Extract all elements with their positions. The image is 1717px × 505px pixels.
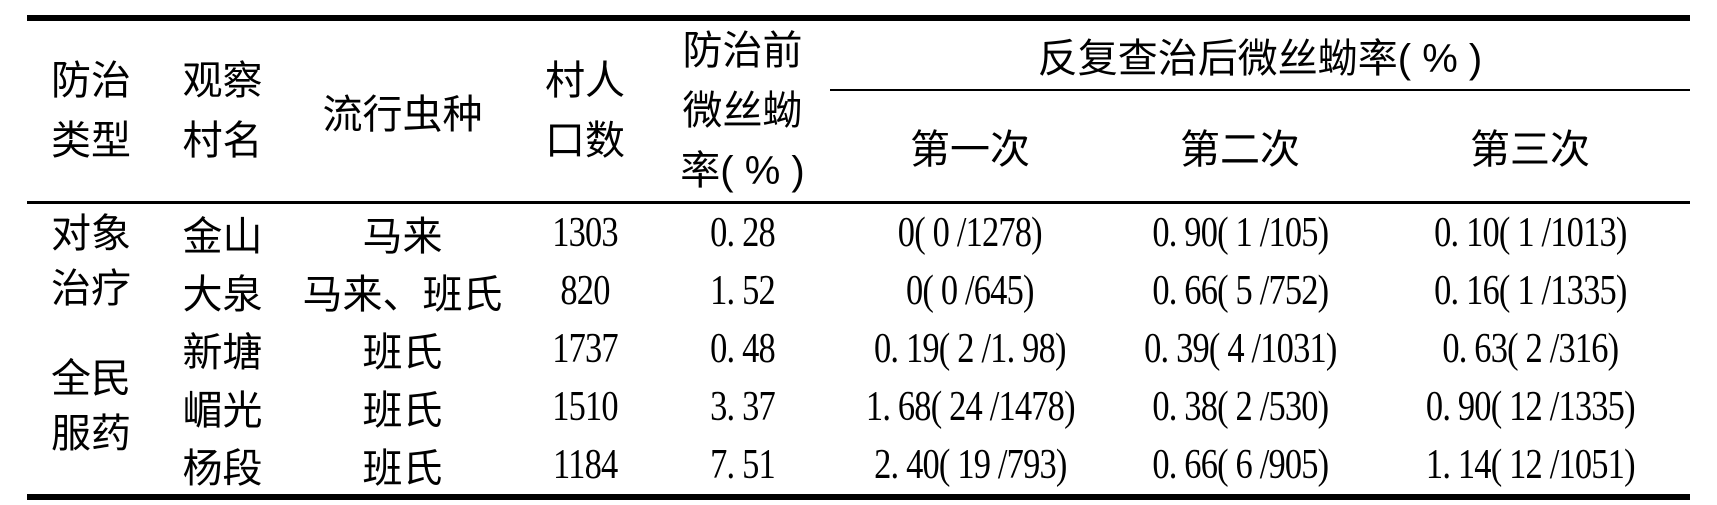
header-village-line1: 观察	[182, 59, 263, 103]
cell-round-1: 0( 0 /1278)	[897, 210, 1043, 256]
header-population: 村人 口数	[515, 18, 655, 204]
cell-pre-rate: 3. 37	[710, 384, 776, 430]
cell-group-mass-drug: 全民 服药	[51, 357, 131, 456]
cell-round-1: 1. 68( 24 /1478)	[865, 384, 1076, 430]
header-control-type-line2: 类型	[51, 119, 131, 163]
cell-species: 班氏	[362, 331, 443, 375]
header-round-1: 第一次	[830, 90, 1110, 205]
cell-round-3: 1. 14( 12 /1051)	[1425, 442, 1636, 488]
cell-round-3: 0. 90( 12 /1335)	[1425, 384, 1636, 430]
cell-round-2: 0. 66( 5 /752)	[1151, 268, 1329, 314]
header-population-line1: 村人	[545, 59, 625, 103]
header-village-line2: 村名	[182, 119, 263, 163]
cell-round-1: 0. 19( 2 /1. 98)	[874, 326, 1066, 372]
header-round-2: 第二次	[1110, 90, 1370, 205]
cell-population: 1303	[552, 210, 618, 256]
header-species: 流行虫种	[290, 18, 515, 204]
cell-village: 新塘	[182, 331, 263, 375]
cell-species: 班氏	[362, 447, 443, 491]
header-pre-rate-line1: 防治前	[682, 29, 803, 73]
cell-round-2: 0. 38( 2 /530)	[1151, 384, 1329, 430]
cell-species: 马来	[362, 215, 443, 259]
header-round-3: 第三次	[1370, 90, 1691, 205]
cell-village: 嵋光	[182, 389, 263, 433]
table-row: 全民 服药 新塘 班氏 1737 0. 48 0. 19( 2 /1. 98) …	[27, 320, 1690, 456]
cell-round-3: 0. 10( 1 /1013)	[1433, 210, 1627, 256]
header-population-line2: 口数	[545, 119, 625, 163]
cell-round-1: 0( 0 /645)	[906, 268, 1034, 314]
table-row: 大泉 马来、班氏 820 1. 52 0( 0 /645) 0. 66( 5 /…	[27, 262, 1690, 320]
cell-group-target-treatment: 对象 治疗	[51, 212, 131, 311]
header-pre-rate-line2: 微丝蚴	[682, 89, 803, 133]
table-row: 对象 治疗 金山 马来 1303 0. 28 0( 0 /1278) 0. 90…	[27, 203, 1690, 311]
header-post-rate-spanner: 反复查治后微丝蚴率( % )	[830, 18, 1691, 92]
cell-population: 1510	[552, 384, 618, 430]
cell-round-3: 0. 16( 1 /1335)	[1433, 268, 1627, 314]
header-village: 观察 村名	[155, 18, 290, 204]
cell-pre-rate: 0. 28	[710, 210, 776, 256]
cell-village: 杨段	[182, 447, 263, 491]
table-header: 防治 类型 观察 村名 流行虫种 村人 口数	[27, 18, 1691, 205]
cell-round-2: 0. 90( 1 /105)	[1151, 210, 1329, 256]
cell-village: 大泉	[182, 273, 263, 317]
cell-round-3: 0. 63( 2 /316)	[1441, 326, 1619, 372]
header-control-type-line1: 防治	[51, 59, 131, 103]
cell-species: 马来、班氏	[302, 273, 503, 317]
cell-population: 820	[560, 268, 610, 314]
cell-species: 班氏	[362, 389, 443, 433]
table-body: 对象 治疗 金山 马来 1303 0. 28 0( 0 /1278) 0. 90…	[27, 203, 1690, 498]
header-pre-rate: 防治前 微丝蚴 率( % )	[655, 18, 830, 204]
cell-population: 1737	[552, 326, 618, 372]
cell-village: 金山	[182, 215, 263, 259]
cell-population: 1184	[552, 442, 618, 488]
cell-round-1: 2. 40( 19 /793)	[873, 442, 1067, 488]
cell-round-2: 0. 66( 6 /905)	[1151, 442, 1329, 488]
cell-pre-rate: 7. 51	[710, 442, 776, 488]
cell-round-2: 0. 39( 4 /1031)	[1143, 326, 1337, 372]
header-pre-rate-line3: 率( % )	[680, 149, 805, 193]
data-table: 防治 类型 观察 村名 流行虫种 村人 口数	[27, 15, 1691, 500]
cell-pre-rate: 0. 48	[710, 326, 776, 372]
table-row: 杨段 班氏 1184 7. 51 2. 40( 19 /793) 0. 66( …	[27, 436, 1690, 497]
header-control-type: 防治 类型	[27, 18, 155, 204]
table-row: 嵋光 班氏 1510 3. 37 1. 68( 24 /1478) 0. 38(…	[27, 378, 1690, 436]
cell-pre-rate: 1. 52	[710, 268, 776, 314]
